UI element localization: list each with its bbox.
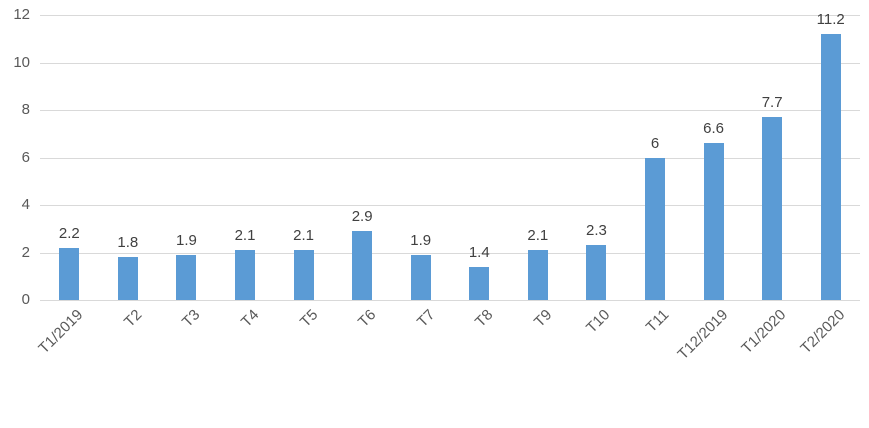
gridline xyxy=(40,157,860,159)
x-axis-tick-label: T2 xyxy=(120,306,146,331)
x-axis-tick-label: T12/2019 xyxy=(674,306,731,364)
y-axis-tick-label: 0 xyxy=(21,291,30,308)
bar xyxy=(410,254,431,300)
bar-value-label: 2.9 xyxy=(351,208,373,226)
bar xyxy=(293,250,314,300)
x-axis-tick-label: T5 xyxy=(296,306,321,331)
gridline xyxy=(40,205,860,206)
y-axis-tick-label: 12 xyxy=(13,6,30,23)
bar-value-label: 1.9 xyxy=(175,231,197,249)
y-axis-tick-label: 6 xyxy=(21,148,30,166)
bar-value-label: 2.1 xyxy=(234,227,256,245)
x-axis-tick-label: T2/2020 xyxy=(797,306,849,358)
bar-value-label: 2.1 xyxy=(527,227,549,245)
bar xyxy=(469,266,490,300)
x-axis-tick-label: T9 xyxy=(530,306,556,331)
bar xyxy=(117,257,138,300)
bar xyxy=(762,117,783,300)
x-axis-tick-label: T8 xyxy=(472,306,497,331)
bar xyxy=(645,157,665,300)
bar-value-label: 6 xyxy=(650,134,660,152)
bar xyxy=(527,250,548,300)
bar xyxy=(703,143,724,300)
gridline xyxy=(40,15,860,16)
x-axis-tick-label: T7 xyxy=(413,306,439,331)
bar-value-label: 2.3 xyxy=(585,222,607,240)
x-axis-tick-label: T10 xyxy=(583,306,614,337)
plot-area: 2.2 1.8 1.9 2.1 2.1 2.9 1.9 1.4 2.1 2.3 6 6.6 7.7 11.… xyxy=(40,11,860,301)
bar-value-label: 1.9 xyxy=(410,231,432,249)
bar xyxy=(235,250,255,300)
gridline xyxy=(40,62,860,64)
y-axis-tick-label: 2 xyxy=(21,243,30,261)
bar xyxy=(352,231,373,300)
x-axis-tick-label: T1/2020 xyxy=(738,306,790,358)
x-axis-tick-label: T1/2019 xyxy=(35,306,87,358)
gridline xyxy=(40,110,860,111)
bar-value-label: 2.2 xyxy=(58,224,80,242)
y-axis-tick-label: 8 xyxy=(21,101,30,118)
gridline xyxy=(40,252,860,254)
bar-value-label: 6.6 xyxy=(703,120,724,138)
x-axis-tick-label: T4 xyxy=(237,306,263,331)
bar-value-label: 1.8 xyxy=(117,234,139,252)
y-axis-tick-label: 4 xyxy=(21,196,30,213)
bar xyxy=(176,254,197,300)
bar xyxy=(820,34,841,300)
gridline xyxy=(40,300,860,301)
bar-value-label: 2.1 xyxy=(293,227,314,245)
bar xyxy=(586,245,607,300)
x-axis-tick-label: T3 xyxy=(179,306,204,331)
x-axis-tick-label: T11 xyxy=(642,306,673,336)
y-axis-tick-label: 10 xyxy=(13,53,30,71)
bar xyxy=(59,247,80,300)
x-axis-tick-label: T6 xyxy=(355,306,380,331)
bar-value-label: 11.2 xyxy=(816,11,845,28)
bar-value-label: 7.7 xyxy=(761,94,783,112)
bar-value-label: 1.4 xyxy=(468,243,490,261)
